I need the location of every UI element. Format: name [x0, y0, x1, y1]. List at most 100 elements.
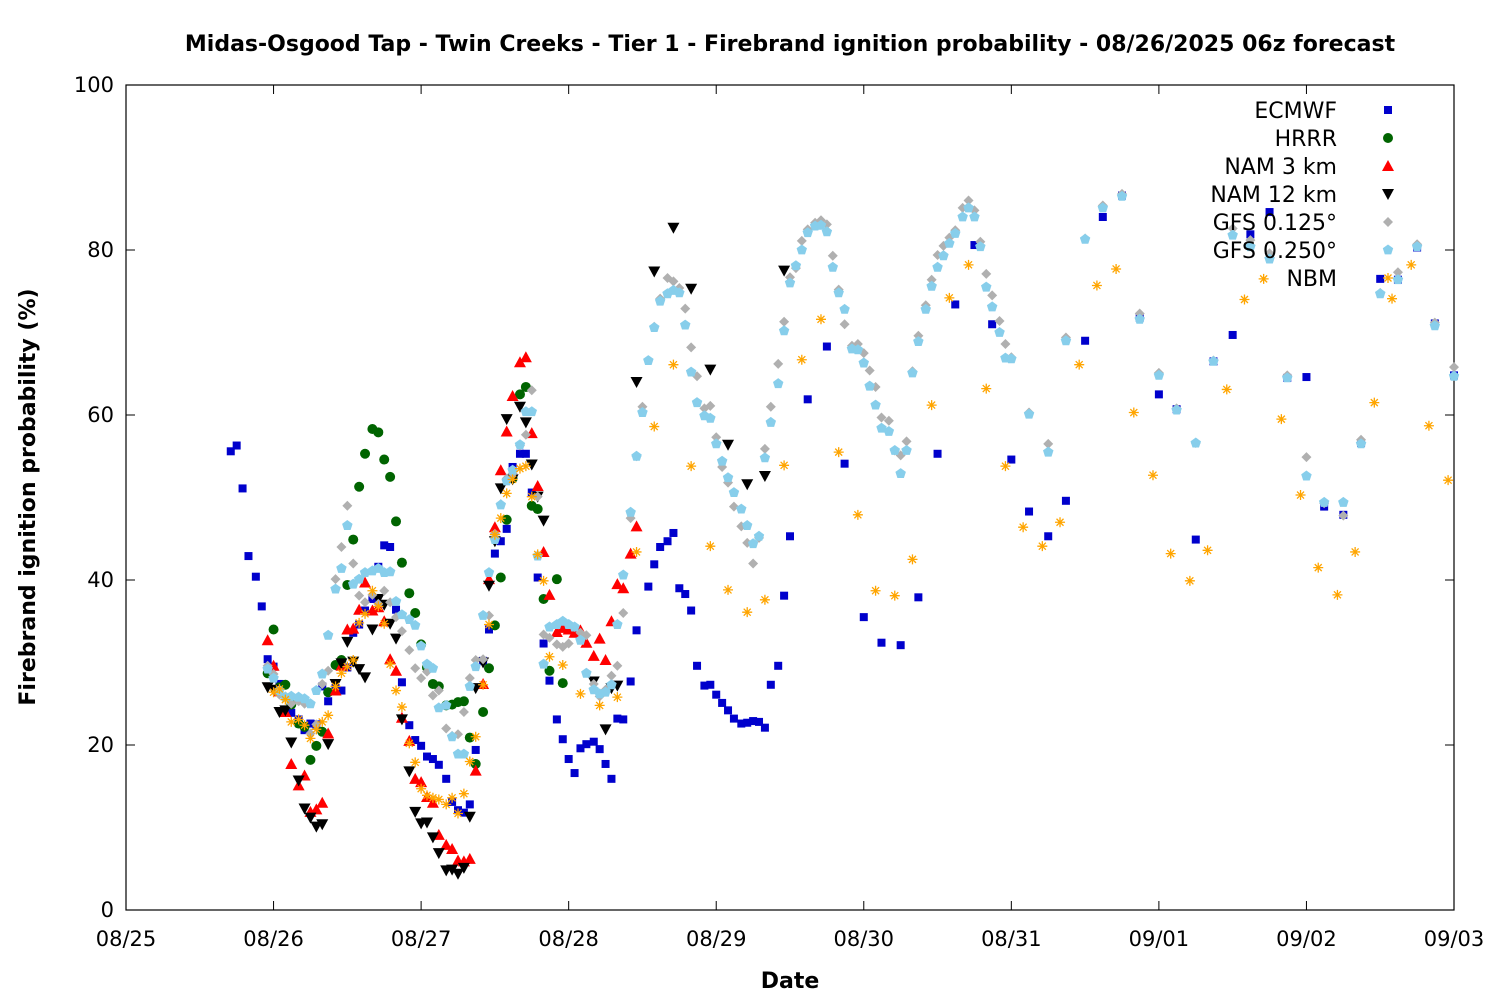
data-point [778, 325, 790, 336]
data-point [440, 838, 453, 850]
data-point [1338, 496, 1349, 507]
legend-label: NAM 12 km [1210, 183, 1337, 208]
data-point [1246, 230, 1255, 239]
data-point [876, 412, 887, 423]
data-point [423, 752, 432, 761]
data-point [557, 659, 568, 670]
data-point [336, 563, 347, 573]
data-point [630, 377, 643, 388]
data-point [1376, 274, 1385, 283]
data-point [526, 406, 537, 417]
data-point [359, 576, 372, 588]
data-point [1079, 233, 1091, 244]
data-point [1227, 229, 1238, 240]
legend-label: NBM [1286, 267, 1337, 292]
data-point [458, 788, 469, 799]
data-point [668, 276, 679, 287]
data-point [1128, 407, 1139, 418]
data-point [545, 676, 554, 685]
data-point [348, 655, 359, 666]
data-point [330, 574, 341, 585]
data-point [760, 723, 769, 732]
data-point [416, 673, 427, 684]
data-point [1154, 390, 1163, 399]
data-point [718, 698, 727, 707]
data-point [988, 320, 997, 329]
data-point [441, 723, 452, 734]
data-point [613, 714, 622, 723]
data-point [317, 678, 328, 689]
legend: ECMWF HRRR NAM 3 km NAM 12 km GFS 0.125° GFS … [1210, 99, 1394, 292]
data-point [1081, 336, 1090, 345]
data-point [1387, 293, 1398, 304]
data-point [386, 543, 395, 551]
data-point [465, 800, 474, 809]
data-point [907, 367, 918, 378]
data-point [469, 764, 482, 776]
data-point [251, 572, 260, 581]
data-point [631, 450, 642, 461]
data-point [913, 336, 924, 346]
data-point [728, 501, 739, 512]
data-point [366, 604, 379, 616]
data-point [1061, 496, 1070, 505]
data-point [537, 515, 550, 527]
data-point [576, 744, 585, 753]
data-point [415, 640, 427, 651]
data-point [506, 390, 519, 402]
data-point [779, 460, 790, 471]
data-point [1423, 420, 1434, 431]
data-point [495, 513, 506, 524]
data-point [515, 449, 524, 458]
series-nbm [268, 259, 1454, 819]
x-tick-label: 08/27 [391, 927, 452, 951]
data-point [654, 295, 666, 306]
data-point [422, 790, 433, 801]
data-point [1074, 359, 1085, 370]
data-point [765, 401, 776, 412]
data-point [728, 487, 740, 497]
data-point [1265, 208, 1274, 217]
data-point [981, 383, 992, 394]
data-point [532, 504, 543, 515]
data-point [773, 358, 784, 369]
data-point [263, 655, 272, 664]
data-point [632, 626, 641, 635]
data-point [335, 658, 348, 670]
data-point [457, 862, 470, 874]
data-point [360, 608, 371, 619]
data-point [483, 567, 495, 577]
data-point [347, 622, 360, 634]
data-point [323, 710, 334, 721]
data-point [551, 574, 562, 585]
data-point [458, 748, 470, 759]
data-point [612, 660, 623, 671]
data-point [396, 626, 407, 637]
data-point [317, 668, 328, 679]
data-point [404, 614, 415, 624]
data-point [669, 528, 678, 537]
data-point [753, 530, 765, 541]
data-point [630, 520, 643, 532]
data-point [1392, 274, 1404, 285]
data-point [773, 378, 784, 389]
data-point [330, 583, 341, 594]
data-point [311, 724, 322, 735]
data-point [619, 715, 628, 724]
data-point [354, 481, 365, 492]
data-point [500, 425, 513, 437]
legend-label: GFS 0.250° [1213, 239, 1337, 264]
data-point [582, 740, 591, 749]
data-point [595, 745, 604, 754]
data-point [706, 680, 715, 689]
data-point [532, 549, 543, 560]
data-point [458, 707, 469, 717]
data-point [1228, 330, 1237, 339]
data-point [520, 429, 531, 440]
data-point [409, 772, 422, 784]
series-gfs-0-250 [262, 190, 1460, 759]
data-point [1448, 370, 1460, 381]
data-point [453, 808, 463, 819]
data-point [391, 685, 402, 696]
data-point [815, 219, 827, 230]
